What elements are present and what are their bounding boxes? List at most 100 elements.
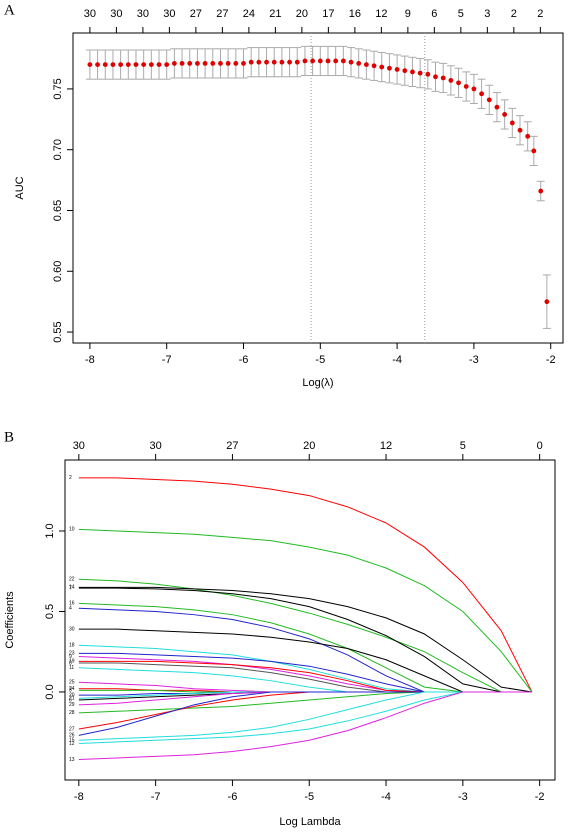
- x-tick-label: -4: [392, 354, 402, 366]
- top-tick-label: 30: [137, 8, 149, 20]
- series-label: 27: [69, 726, 75, 732]
- series-label: 26: [69, 733, 75, 739]
- point: [402, 68, 408, 74]
- top-tick-label: 5: [458, 8, 464, 20]
- point: [287, 59, 292, 65]
- top-tick-label: 5: [460, 440, 466, 452]
- point: [171, 60, 177, 66]
- point: [356, 60, 362, 66]
- x-axis-label: Log(λ): [302, 377, 333, 389]
- series-label: 11: [69, 665, 74, 671]
- point: [95, 62, 100, 68]
- top-tick-label: 20: [296, 8, 308, 20]
- x-tick-label: -8: [74, 791, 84, 803]
- point: [325, 58, 331, 64]
- point: [517, 127, 523, 133]
- top-tick-label: 6: [431, 8, 437, 20]
- point: [371, 63, 377, 69]
- point: [187, 60, 193, 66]
- series-label: 16: [69, 601, 75, 607]
- y-tick-label: 0.5: [44, 604, 56, 619]
- series-label: 2: [69, 475, 72, 481]
- point: [463, 84, 469, 89]
- point: [486, 97, 492, 103]
- point: [148, 62, 154, 68]
- coefficient-path: [78, 587, 532, 693]
- point: [448, 78, 454, 83]
- series-label: 12: [69, 741, 75, 747]
- x-tick-label: -6: [239, 354, 249, 366]
- point: [471, 86, 477, 92]
- coefficient-path: [78, 691, 532, 761]
- top-tick-label: 30: [84, 8, 96, 20]
- point: [271, 59, 277, 65]
- point: [225, 60, 231, 66]
- plot-frame: [72, 32, 564, 344]
- y-tick-label: 0.70: [52, 139, 64, 160]
- point: [102, 62, 108, 68]
- series-label: 7: [69, 585, 72, 591]
- coefficient-path: [78, 662, 532, 693]
- point: [241, 60, 246, 66]
- top-tick-label: 30: [150, 440, 162, 452]
- y-tick-label: 0.60: [52, 261, 64, 282]
- x-tick-label: -7: [151, 791, 161, 803]
- point: [417, 70, 423, 76]
- point: [379, 64, 385, 70]
- series-label: 28: [69, 710, 75, 716]
- y-axis-label: Coefficients: [4, 591, 16, 649]
- series-label: 10: [69, 527, 75, 533]
- top-tick-label: 27: [216, 8, 228, 20]
- point: [394, 67, 400, 72]
- point: [210, 60, 216, 66]
- point: [509, 120, 515, 126]
- y-tick-label: 0.0: [44, 684, 56, 699]
- x-tick-label: -4: [381, 791, 391, 803]
- point: [333, 58, 339, 64]
- coefficient-path: [78, 691, 532, 744]
- x-tick-label: -2: [535, 791, 545, 803]
- point: [531, 148, 537, 154]
- y-tick-label: 0.55: [52, 321, 64, 342]
- top-tick-label: 2: [537, 8, 543, 20]
- series-label: 22: [69, 577, 75, 583]
- top-tick-label: 3: [484, 8, 490, 20]
- point: [195, 60, 200, 66]
- top-tick-label: 27: [226, 440, 238, 452]
- point: [410, 69, 415, 75]
- series-label: 25: [69, 680, 75, 686]
- point: [256, 59, 262, 65]
- series-label: 15: [69, 738, 75, 744]
- point: [440, 75, 446, 81]
- point: [433, 74, 438, 80]
- point: [502, 112, 508, 117]
- point: [248, 59, 254, 65]
- series-label: 8: [69, 660, 72, 666]
- point: [363, 62, 369, 68]
- coefficient-path: [78, 607, 532, 693]
- panel-label: A: [4, 2, 15, 18]
- point: [233, 60, 239, 66]
- point: [387, 65, 392, 71]
- top-tick-label: 9: [405, 8, 411, 20]
- x-tick-label: -3: [469, 354, 479, 366]
- x-tick-label: -8: [85, 354, 95, 366]
- series-label: 6: [69, 697, 72, 703]
- top-tick-label: 17: [322, 8, 334, 20]
- x-tick-label: -7: [162, 354, 172, 366]
- x-tick-label: -6: [228, 791, 238, 803]
- series-label: 18: [69, 643, 75, 649]
- series-label: 9: [69, 654, 72, 660]
- point: [494, 104, 500, 110]
- point: [218, 60, 223, 66]
- x-tick-label: -5: [304, 791, 314, 803]
- point: [264, 59, 269, 65]
- series-label: 14: [69, 585, 75, 591]
- top-tick-label: 21: [269, 8, 281, 20]
- coefficient-path: [78, 667, 532, 693]
- top-tick-label: 30: [73, 440, 85, 452]
- x-axis-label: Log Lambda: [279, 816, 341, 828]
- point: [164, 62, 170, 68]
- series-label: 3: [69, 688, 72, 694]
